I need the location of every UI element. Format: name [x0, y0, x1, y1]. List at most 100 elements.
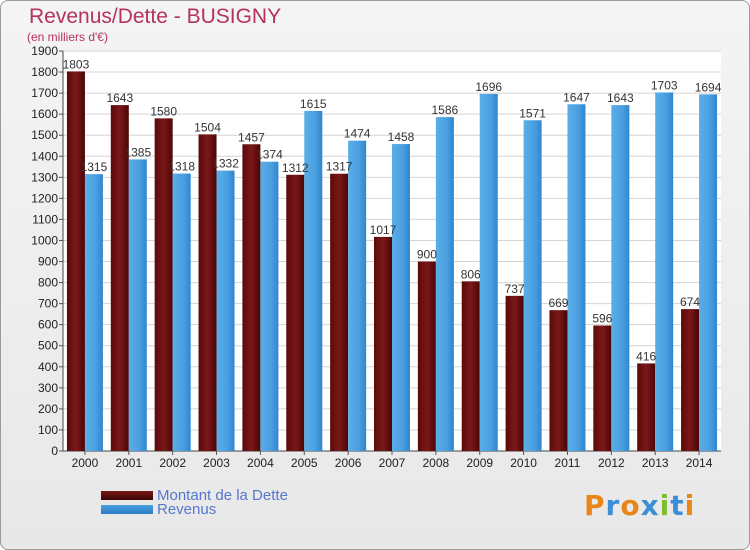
chart-title: Revenus/Dette - BUSIGNY	[29, 5, 282, 28]
data-label-dette: 1803	[63, 57, 90, 71]
data-label-revenus: 1458	[388, 130, 415, 144]
legend-swatch-revenus	[101, 505, 153, 514]
data-label-revenus: 1615	[300, 97, 327, 111]
proxiti-logo: Proxiti	[584, 489, 696, 522]
y-tick-label: 1100	[32, 212, 58, 226]
data-label-dette: 900	[417, 248, 437, 262]
bar-revenus	[435, 117, 454, 452]
data-label-revenus: 1647	[563, 90, 590, 104]
data-label-dette: 674	[680, 295, 700, 309]
bar-revenus	[523, 120, 542, 452]
bar-revenus	[128, 159, 147, 451]
bar-revenus	[479, 93, 498, 452]
bar-revenus	[611, 105, 630, 452]
y-tick-label: 1400	[31, 149, 58, 163]
bar-dette	[198, 134, 217, 452]
y-tick-label: 100	[38, 423, 58, 437]
x-tick-label: 2003	[203, 456, 230, 470]
bar-revenus	[260, 161, 279, 451]
bar-dette	[593, 325, 612, 451]
y-tick-label: 800	[38, 276, 58, 290]
x-tick-label: 2007	[379, 456, 406, 470]
x-tick-label: 2008	[423, 456, 450, 470]
data-label-revenus: 1474	[344, 127, 371, 141]
bar-dette	[417, 261, 436, 451]
chart-subtitle: (en milliers d'€)	[27, 30, 108, 44]
data-label-revenus: 1694	[695, 80, 722, 94]
data-label-revenus: 1643	[607, 91, 634, 105]
y-tick-label: 1000	[31, 233, 58, 247]
data-label-revenus: 1315	[81, 160, 108, 174]
data-label-dette: 416	[636, 349, 656, 363]
bar-revenus	[699, 94, 718, 452]
data-label-revenus: 1332	[212, 157, 239, 171]
x-tick-label: 2005	[291, 456, 318, 470]
data-label-dette: 1580	[150, 104, 177, 118]
bar-dette	[330, 173, 349, 451]
x-tick-label: 2011	[555, 456, 581, 470]
data-label-dette: 1643	[106, 91, 133, 105]
bar-dette	[505, 295, 524, 451]
y-tick-label: 500	[38, 339, 58, 353]
data-label-revenus: 1318	[168, 160, 195, 174]
bar-revenus	[84, 174, 103, 451]
bar-dette	[286, 174, 305, 451]
bar-revenus	[304, 111, 323, 451]
data-label-revenus: 1696	[475, 80, 502, 94]
data-label-dette: 806	[461, 267, 481, 281]
y-tick-label: 1700	[31, 86, 58, 100]
legend-swatch-dette	[101, 491, 153, 500]
legend-item-dette: Montant de la Dette	[101, 487, 288, 504]
data-label-dette: 737	[505, 282, 525, 296]
bar-revenus	[655, 92, 674, 451]
y-tick-label: 1600	[31, 107, 58, 121]
y-tick-label: 600	[38, 318, 58, 332]
x-tick-label: 2013	[642, 456, 669, 470]
y-tick-label: 0	[51, 444, 58, 458]
bar-dette	[681, 309, 700, 451]
y-tick-label: 1200	[31, 191, 58, 205]
bar-dette	[66, 71, 85, 451]
x-tick-label: 2009	[466, 456, 493, 470]
legend-item-revenus: Revenus	[101, 501, 216, 518]
y-tick-label: 400	[38, 360, 58, 374]
bar-dette	[374, 236, 392, 451]
legend-label-revenus: Revenus	[157, 501, 217, 518]
y-tick-label: 1800	[31, 65, 58, 79]
bar-revenus	[348, 140, 367, 451]
y-tick-label: 1900	[31, 44, 58, 58]
bar-dette	[549, 310, 568, 451]
data-label-revenus: 1374	[256, 148, 283, 162]
data-label-dette: 1317	[326, 160, 353, 174]
data-label-dette: 596	[592, 312, 612, 326]
data-label-dette: 1017	[370, 223, 397, 237]
data-label-dette: 1312	[282, 161, 309, 175]
bar-revenus	[216, 170, 235, 451]
y-tick-label: 200	[38, 402, 58, 416]
x-tick-label: 2012	[598, 456, 625, 470]
data-label-dette: 1457	[238, 130, 265, 144]
legend-label-dette: Montant de la Dette	[157, 487, 288, 504]
y-tick-label: 900	[38, 255, 58, 269]
y-tick-label: 300	[38, 381, 58, 395]
data-label-dette: 669	[548, 296, 568, 310]
data-label-revenus: 1385	[124, 145, 151, 159]
bar-revenus	[392, 144, 410, 452]
x-tick-label: 2002	[159, 456, 186, 470]
bar-dette	[461, 281, 480, 451]
bar-revenus	[172, 173, 191, 452]
bar-dette	[637, 363, 656, 451]
x-tick-label: 2000	[72, 456, 99, 470]
y-tick-label: 1300	[31, 170, 58, 184]
y-tick-label: 1500	[31, 128, 58, 142]
bar-dette	[154, 118, 173, 452]
y-tick-label: 700	[38, 297, 58, 311]
data-label-revenus: 1571	[519, 106, 546, 120]
x-tick-label: 2004	[247, 456, 274, 470]
x-tick-label: 2010	[510, 456, 537, 470]
bar-revenus	[567, 104, 586, 452]
data-label-revenus: 1586	[432, 103, 459, 117]
x-tick-label: 2001	[115, 456, 142, 470]
